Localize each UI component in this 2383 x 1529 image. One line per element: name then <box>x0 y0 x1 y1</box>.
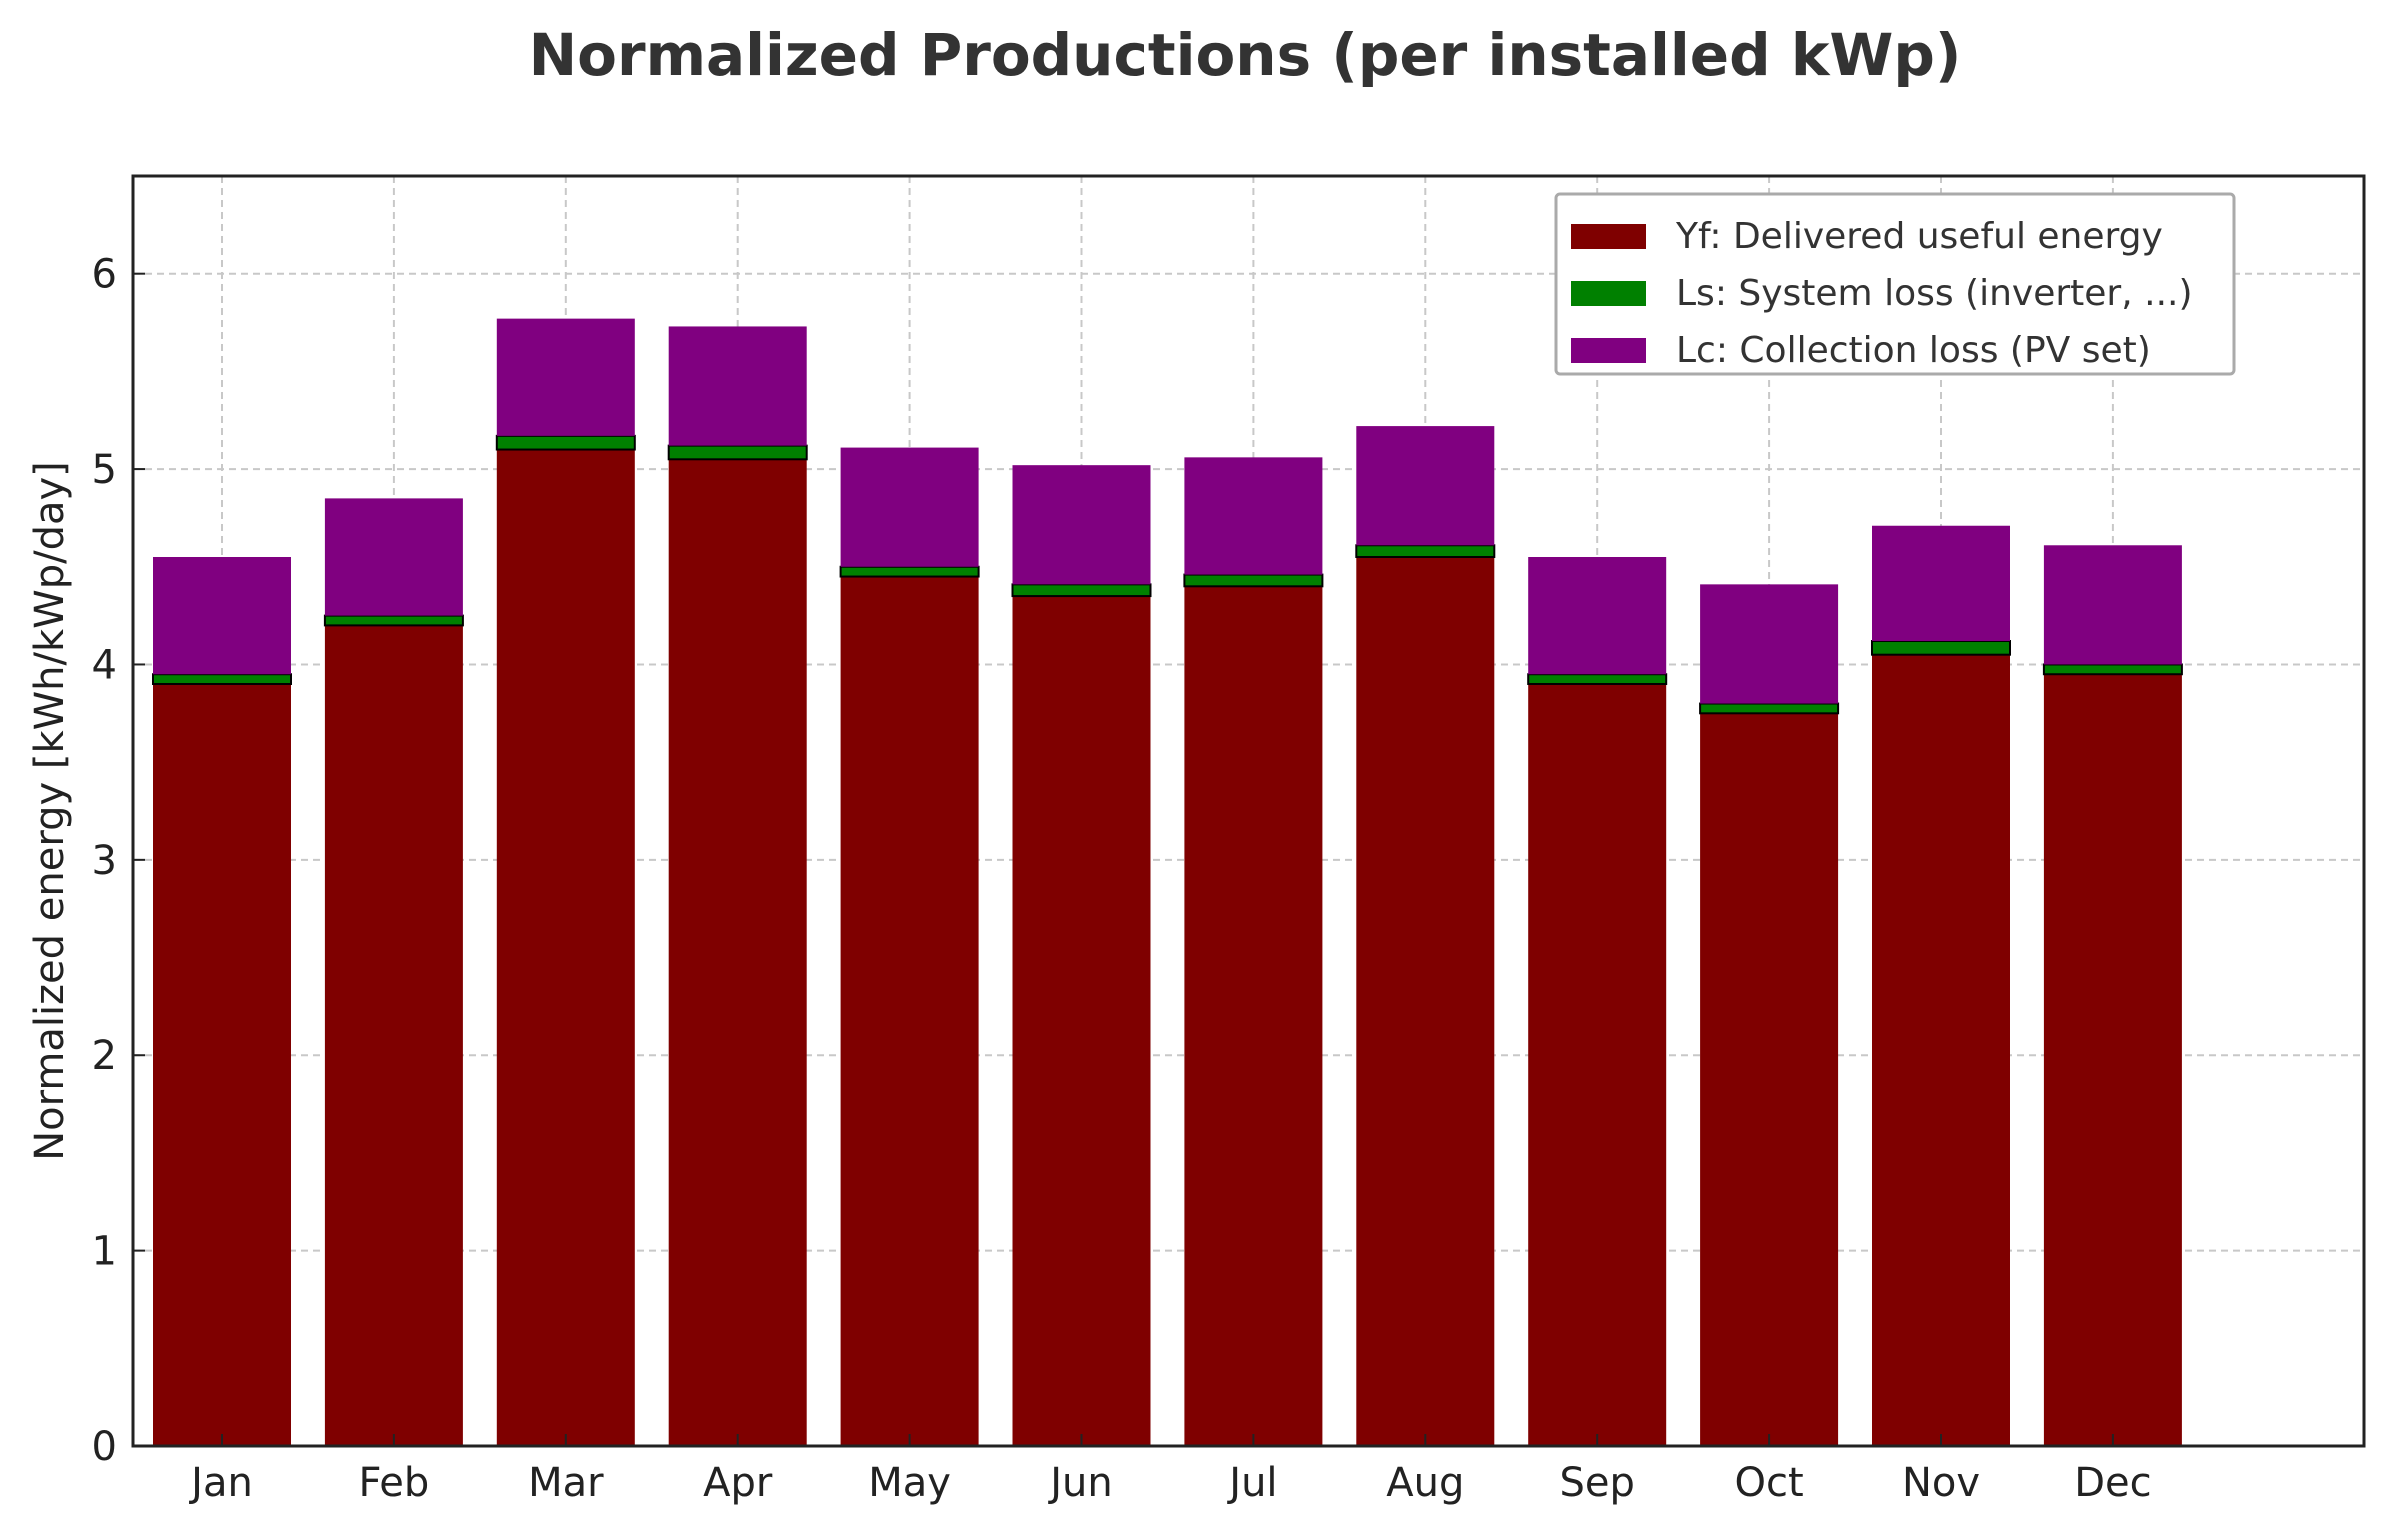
bar-segment-lc <box>840 447 979 567</box>
legend-label: Ls: System loss (inverter, ...) <box>1676 273 2193 314</box>
legend-swatch <box>1571 338 1646 363</box>
y-tick-label: 3 <box>92 838 117 884</box>
y-tick-label: 0 <box>92 1424 117 1470</box>
bar-segment-lc <box>1184 457 1323 575</box>
bar-segment-ls <box>1183 573 1324 588</box>
bar-segment-lc <box>496 318 635 436</box>
legend-swatch <box>1571 224 1646 249</box>
bar-segment-yf <box>1872 654 2010 1446</box>
y-tick-label: 1 <box>92 1229 117 1275</box>
x-tick-label: May <box>868 1460 951 1506</box>
x-tick-label: Jun <box>1047 1460 1113 1506</box>
bar-segment-ls <box>1011 583 1152 598</box>
bar-segment-ls <box>152 673 292 686</box>
bar-segment-lc <box>1700 584 1839 704</box>
legend-label: Yf: Delivered useful energy <box>1675 216 2163 257</box>
x-tick-label: Oct <box>1735 1460 1804 1506</box>
bar-segment-yf <box>1184 586 1323 1446</box>
legend: Yf: Delivered useful energy Ls: System lo… <box>1554 192 2236 376</box>
bar-segment-yf <box>1356 557 1495 1446</box>
bar-segment-ls <box>667 444 808 461</box>
bar-segment-lc <box>153 557 291 675</box>
x-tick-label: Jul <box>1226 1460 1277 1506</box>
bar-segment-lc <box>1356 426 1495 546</box>
y-tick-label: 6 <box>92 252 117 298</box>
chart-title: Normalized Productions (per installed kW… <box>529 21 1962 89</box>
bar-segment-ls <box>1699 702 1840 715</box>
y-tick-label: 2 <box>92 1033 117 1079</box>
bar-segment-yf <box>1528 684 1667 1446</box>
x-tick-label: Sep <box>1560 1460 1635 1506</box>
y-tick-label: 4 <box>92 642 117 688</box>
bar-segment-lc <box>668 326 807 446</box>
x-tick-label: Feb <box>358 1460 429 1506</box>
legend-label: Lc: Collection loss (PV set) <box>1676 330 2151 371</box>
bar-segment-lc <box>2043 545 2182 665</box>
legend-box <box>1554 192 2236 376</box>
bar-segment-ls <box>2042 663 2183 676</box>
bar-segment-ls <box>1355 544 1496 558</box>
bar-segment-yf <box>1012 596 1151 1446</box>
x-tick-label: Jan <box>188 1460 253 1506</box>
y-axis-label: Normalized energy [kWh/kWp/day] <box>27 461 73 1161</box>
bar-segment-lc <box>1012 465 1151 585</box>
legend-swatch <box>1571 281 1646 306</box>
x-tick-label: Nov <box>1902 1460 1980 1506</box>
bar-segment-yf <box>496 449 635 1446</box>
bar-segment-lc <box>1528 557 1667 675</box>
bar-segment-ls <box>839 565 980 578</box>
bar-segment-ls <box>323 614 464 627</box>
x-tick-label: Mar <box>528 1460 604 1506</box>
bar-segment-ls <box>1527 673 1668 686</box>
bar-segment-yf <box>2043 674 2182 1446</box>
plot-frame <box>131 174 2366 1448</box>
bar-segment-lc <box>324 498 463 616</box>
axis-ticks: 0 1 2 3 4 5 6 Jan Feb Mar Apr May Jun Jul Aug Sep Oct Nov… <box>92 252 2152 1506</box>
bar-segment-yf <box>1700 713 1839 1446</box>
bars <box>152 318 2183 1446</box>
bar-segment-yf <box>153 684 291 1446</box>
bar-segment-yf <box>324 625 463 1446</box>
bar-segment-lc <box>1872 525 2010 642</box>
bar-segment-ls <box>1871 640 2011 656</box>
y-tick-label: 5 <box>92 447 117 493</box>
x-tick-label: Aug <box>1386 1460 1464 1506</box>
bar-segment-ls <box>495 434 636 451</box>
x-tick-label: Dec <box>2074 1460 2151 1506</box>
bar-segment-yf <box>840 576 979 1446</box>
x-tick-label: Apr <box>703 1460 773 1506</box>
bar-segment-yf <box>668 459 807 1446</box>
